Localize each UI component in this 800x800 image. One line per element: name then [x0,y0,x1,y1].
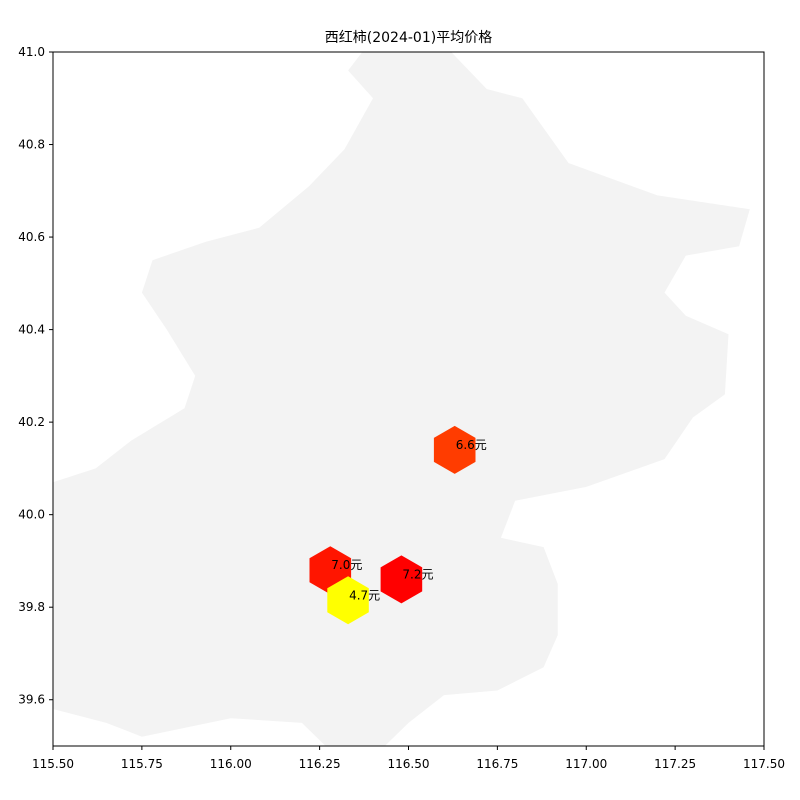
x-tick-label: 117.00 [565,757,607,771]
x-tick-label: 116.00 [210,757,252,771]
hex-value-label: 4.7元 [349,588,380,602]
x-tick-label: 116.75 [476,757,518,771]
hex-marker [433,425,476,474]
hex-marker [380,555,423,604]
chart-title: 西红柿(2024-01)平均价格 [325,29,492,46]
x-tick-label: 116.25 [299,757,341,771]
hex-value-label: 7.0元 [331,558,362,572]
x-tick-label: 115.75 [121,757,163,771]
map-region [53,52,750,746]
y-tick-label: 40.2 [18,415,45,429]
y-tick-label: 40.0 [18,508,45,522]
y-tick-label: 39.8 [18,600,45,614]
x-tick-label: 115.50 [32,757,74,771]
x-axis: 115.50 115.75 116.00 116.25 116.50 116.75 117.… [32,746,785,771]
y-tick-label: 40.6 [18,230,45,244]
x-tick-label: 117.50 [743,757,785,771]
y-axis: 39.6 39.8 40.0 40.2 40.4 40.6 40.8 41.0 [18,45,53,707]
y-tick-label: 40.8 [18,138,45,152]
hex-value-label: 6.6元 [456,438,487,452]
x-tick-label: 116.50 [388,757,430,771]
y-tick-label: 41.0 [18,45,45,59]
y-tick-label: 39.6 [18,693,45,707]
hex-value-label: 7.2元 [402,567,433,581]
hex-marker [327,576,369,625]
x-tick-label: 117.25 [654,757,696,771]
y-tick-label: 40.4 [18,323,45,337]
